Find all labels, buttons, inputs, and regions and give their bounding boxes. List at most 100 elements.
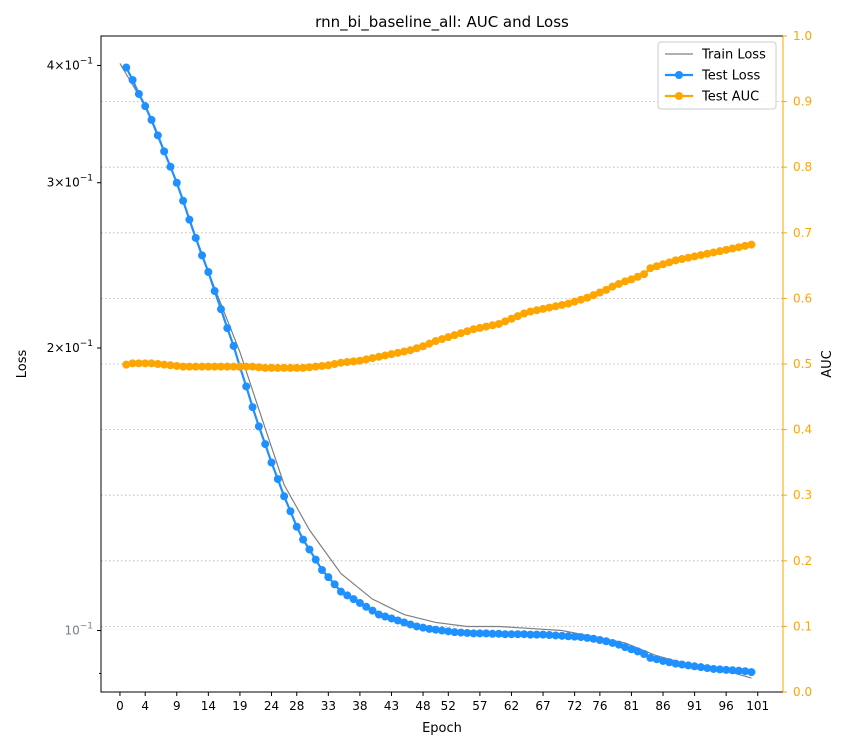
point-test-auc — [652, 262, 661, 271]
y-left-tick-label: 3×10−1 — [47, 174, 93, 190]
point-test-auc — [280, 363, 289, 372]
x-tick-label: 91 — [687, 699, 702, 713]
point-test-auc — [677, 255, 686, 264]
point-test-loss — [728, 666, 737, 675]
point-test-auc — [709, 248, 718, 257]
point-test-loss — [254, 422, 263, 431]
point-test-auc — [576, 295, 585, 304]
point-test-auc — [223, 362, 232, 371]
point-test-auc — [747, 240, 756, 249]
point-test-auc — [400, 347, 409, 356]
point-test-loss — [216, 305, 225, 314]
point-test-auc — [671, 256, 680, 265]
point-test-loss — [381, 612, 390, 621]
point-test-loss — [501, 630, 510, 639]
y-right-tick-label: 0.1 — [793, 619, 812, 633]
point-test-loss — [305, 545, 314, 554]
y-left-tick-label: 4×10−1 — [47, 56, 93, 72]
y-axis-right-label: AUC — [820, 350, 835, 378]
point-test-loss — [362, 602, 371, 611]
point-test-auc — [425, 339, 434, 348]
x-tick-label: 19 — [232, 699, 247, 713]
point-test-loss — [646, 653, 655, 662]
point-test-auc — [318, 361, 327, 370]
point-test-auc — [393, 348, 402, 357]
point-test-auc — [583, 293, 592, 302]
x-tick-label: 33 — [321, 699, 336, 713]
point-test-auc — [665, 258, 674, 267]
x-tick-label: 86 — [655, 699, 670, 713]
point-test-loss — [570, 632, 579, 641]
x-tick-label: 96 — [719, 699, 734, 713]
point-test-loss — [564, 632, 573, 641]
point-test-auc — [330, 360, 339, 368]
point-test-auc — [210, 362, 219, 371]
point-test-auc — [627, 275, 636, 284]
point-test-loss — [438, 626, 446, 635]
point-test-auc — [431, 337, 440, 346]
point-test-auc — [602, 285, 611, 294]
point-test-auc — [229, 362, 238, 371]
point-test-auc — [134, 359, 143, 368]
x-tick-label: 52 — [441, 699, 456, 713]
point-test-loss — [343, 591, 352, 600]
point-test-auc — [368, 354, 377, 363]
point-test-auc — [703, 249, 712, 258]
x-tick-label: 48 — [415, 699, 430, 713]
x-tick-label: 62 — [504, 699, 519, 713]
point-test-loss — [349, 595, 358, 604]
point-test-auc — [684, 253, 693, 262]
point-test-auc — [557, 300, 566, 309]
point-test-auc — [254, 363, 263, 372]
point-test-auc — [216, 362, 225, 371]
legend: Train Loss Test Loss Test AUC — [657, 41, 777, 110]
point-test-auc — [406, 346, 415, 355]
y-right-tick-label: 0.8 — [793, 160, 812, 174]
point-test-auc — [387, 350, 396, 359]
x-tick-label: 24 — [264, 699, 279, 713]
point-test-loss — [336, 587, 345, 596]
point-test-loss — [539, 630, 548, 639]
point-test-loss — [122, 63, 131, 72]
point-test-loss — [185, 215, 194, 224]
point-test-loss — [709, 664, 718, 673]
point-test-loss — [494, 629, 503, 638]
x-tick-label: 14 — [201, 699, 216, 713]
point-test-loss — [741, 667, 750, 676]
point-test-auc — [690, 252, 699, 261]
point-test-loss — [431, 625, 440, 634]
point-test-loss — [513, 630, 522, 639]
point-test-loss — [602, 637, 611, 646]
point-test-auc — [564, 299, 573, 308]
point-test-auc — [128, 359, 137, 368]
point-test-auc — [362, 355, 371, 364]
point-test-loss — [261, 440, 270, 449]
y-right-tick-label: 0.9 — [793, 95, 812, 109]
point-test-loss — [330, 580, 339, 589]
point-test-loss — [532, 630, 541, 639]
point-test-loss — [608, 638, 617, 647]
point-test-auc — [204, 362, 213, 371]
point-test-loss — [160, 147, 169, 156]
y-axis-left-label: Loss — [15, 350, 30, 379]
point-test-loss — [627, 645, 636, 654]
point-test-auc — [463, 327, 472, 336]
point-test-auc — [608, 282, 617, 291]
legend-marker-test-loss — [675, 71, 683, 79]
point-test-loss — [450, 628, 459, 637]
point-test-loss — [153, 131, 162, 140]
point-test-auc — [482, 322, 491, 331]
point-test-auc — [501, 317, 510, 326]
y-right-tick-label: 1.0 — [793, 29, 812, 43]
point-test-auc — [444, 333, 453, 342]
point-test-auc — [198, 362, 207, 371]
point-test-auc — [172, 361, 181, 370]
point-test-loss — [526, 630, 535, 639]
point-test-loss — [141, 102, 150, 111]
point-test-loss — [677, 660, 686, 669]
point-test-auc — [614, 279, 623, 288]
point-test-auc — [419, 342, 428, 351]
legend-label-train-loss: Train Loss — [701, 48, 766, 63]
point-test-loss — [286, 507, 295, 516]
point-test-loss — [659, 656, 668, 665]
